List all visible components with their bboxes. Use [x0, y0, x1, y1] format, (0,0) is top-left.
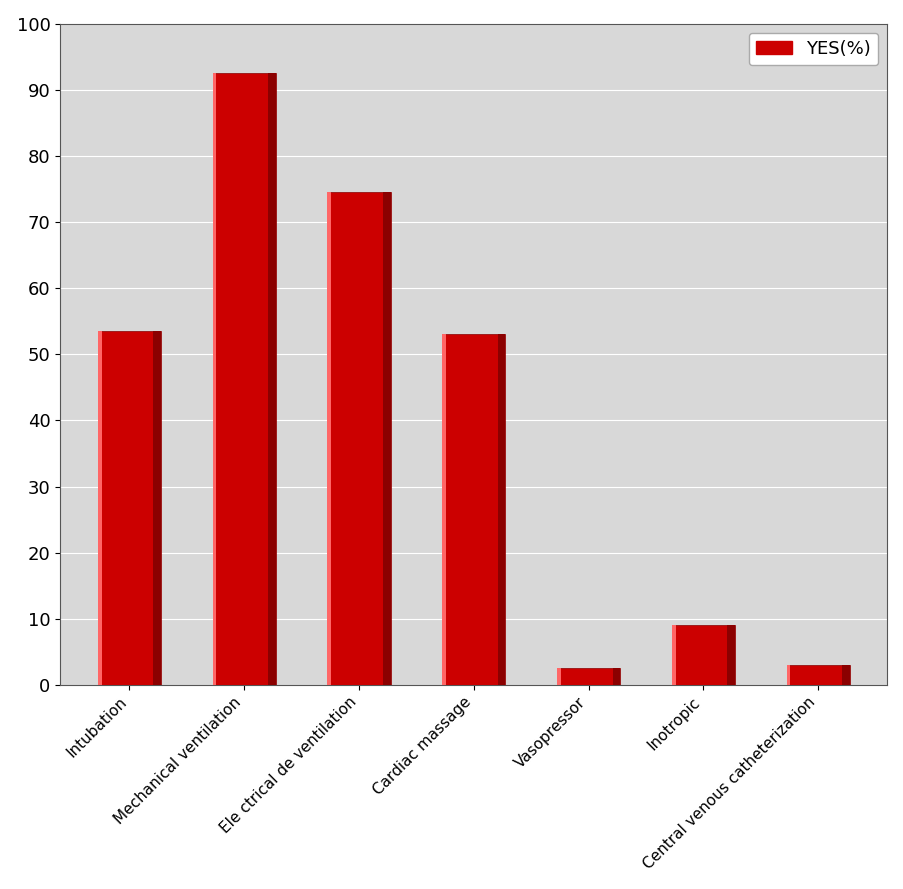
Bar: [786, 665, 849, 685]
Legend: YES(%): YES(%): [748, 33, 878, 65]
Bar: [268, 73, 275, 685]
Bar: [727, 625, 734, 685]
Bar: [671, 625, 734, 685]
Bar: [556, 669, 560, 685]
Bar: [671, 625, 675, 685]
Bar: [442, 334, 505, 685]
Bar: [556, 669, 619, 685]
Bar: [98, 331, 161, 685]
Bar: [327, 192, 390, 685]
Bar: [327, 192, 330, 685]
Bar: [212, 73, 216, 685]
Bar: [842, 665, 849, 685]
Bar: [786, 665, 789, 685]
Bar: [498, 334, 505, 685]
Bar: [98, 331, 101, 685]
Bar: [212, 73, 275, 685]
Bar: [154, 331, 161, 685]
Bar: [442, 334, 445, 685]
Bar: [612, 669, 619, 685]
Bar: [383, 192, 390, 685]
